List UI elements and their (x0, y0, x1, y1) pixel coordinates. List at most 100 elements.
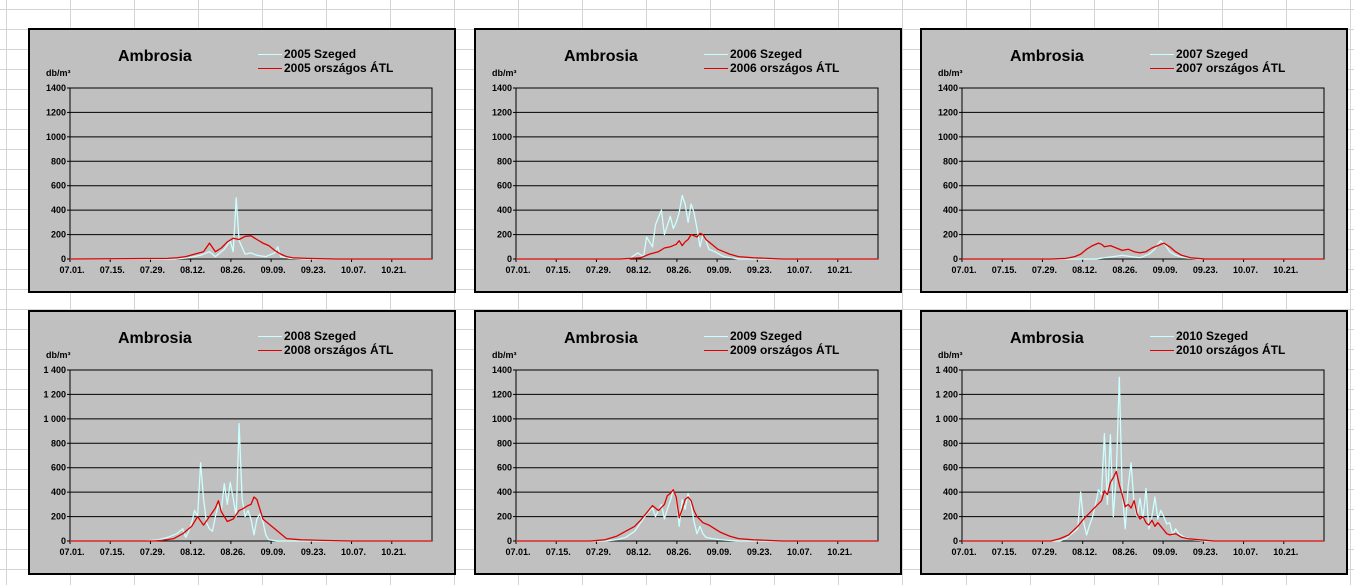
x-tick-label: 07.15. (100, 547, 125, 557)
y-tick-label: 200 (497, 512, 512, 522)
legend-label-orszagos: 2010 országos ÁTL (1176, 343, 1286, 357)
legend-item-orszagos: 2006 országos ÁTL (704, 61, 839, 75)
x-tick-label: 09.23. (747, 265, 772, 275)
y-tick-label: 0 (61, 536, 66, 546)
y-tick-label: 0 (61, 254, 66, 264)
y-tick-label: 800 (51, 156, 66, 166)
legend-swatch-szeged (1150, 53, 1174, 55)
x-tick-label: 10.07. (341, 265, 366, 275)
x-tick-label: 09.09. (707, 265, 732, 275)
plot-frame (69, 369, 433, 542)
x-tick-label: 09.09. (261, 265, 286, 275)
series-line-orszagos (69, 235, 432, 260)
x-tick-label: 08.12. (180, 265, 205, 275)
plot-area: 0 200 400 600 800 1000 1200 1400 07.01. 07.15. 07.… (46, 83, 433, 275)
x-tick-label: 08.12. (626, 265, 651, 275)
x-tick-label: 07.15. (100, 265, 125, 275)
legend: 2009 Szeged 2009 országos ÁTL (704, 329, 839, 357)
y-tick-label: 800 (51, 438, 66, 448)
legend-label-szeged: 2008 Szeged (284, 329, 357, 343)
x-tick-label: 08.26. (1112, 547, 1137, 557)
x-tick-label: 09.09. (1153, 547, 1178, 557)
x-tick-label: 07.29. (1032, 265, 1057, 275)
x-tick-label: 10.21. (827, 547, 852, 557)
x-tick-label: 10.07. (787, 265, 812, 275)
y-tick-label: 0 (953, 536, 958, 546)
x-tick-label: 10.21. (827, 265, 852, 275)
legend-label-orszagos: 2008 országos ÁTL (284, 343, 394, 357)
x-tick-label: 07.29. (140, 265, 165, 275)
x-tick-label: 09.23. (1193, 547, 1218, 557)
y-axis-unit: db/m³ (46, 350, 71, 360)
legend: 2008 Szeged 2008 országos ÁTL (258, 329, 393, 357)
x-tick-label: 09.23. (747, 547, 772, 557)
chart-title: Ambrosia (564, 330, 638, 347)
plot-frame (515, 87, 879, 260)
y-tick-label: 400 (51, 205, 66, 215)
legend-item-szeged: 2010 Szeged (1150, 329, 1285, 343)
x-tick-label: 09.23. (301, 547, 326, 557)
legend-label-szeged: 2010 Szeged (1176, 329, 1249, 343)
y-tick-label: 600 (943, 181, 958, 191)
y-tick-label: 1400 (938, 83, 958, 93)
legend-item-orszagos: 2007 országos ÁTL (1150, 61, 1285, 75)
y-tick-label: 600 (943, 463, 958, 473)
x-tick-label: 07.01. (951, 547, 976, 557)
y-tick-label: 1 400 (935, 365, 958, 375)
x-tick-label: 07.29. (586, 265, 611, 275)
x-tick-label: 08.12. (626, 547, 651, 557)
series-line-szeged (516, 194, 878, 260)
y-tick-label: 600 (51, 181, 66, 191)
legend-label-orszagos: 2005 országos ÁTL (284, 61, 394, 75)
y-tick-label: 0 (507, 536, 512, 546)
legend-label-orszagos: 2006 országos ÁTL (730, 61, 840, 75)
x-tick-label: 08.12. (1072, 547, 1097, 557)
x-tick-label: 08.12. (1072, 265, 1097, 275)
plot-area: 0 200 400 600 800 1000 1200 1400 07.01. 07.15. 07.… (492, 365, 879, 557)
legend-item-orszagos: 2009 országos ÁTL (704, 343, 839, 357)
legend-label-szeged: 2007 Szeged (1176, 47, 1249, 61)
series-line-orszagos (962, 470, 1324, 542)
y-tick-label: 200 (943, 512, 958, 522)
x-tick-label: 10.07. (1233, 265, 1258, 275)
x-tick-label: 10.21. (1273, 265, 1298, 275)
legend-item-szeged: 2009 Szeged (704, 329, 839, 343)
y-tick-label: 400 (497, 205, 512, 215)
y-tick-label: 1 000 (43, 414, 66, 424)
legend-swatch-szeged (704, 335, 728, 337)
y-axis-unit: db/m³ (492, 68, 517, 78)
legend-label-szeged: 2009 Szeged (730, 329, 803, 343)
chart-panel-2010: Ambrosia db/m³ 0 200 400 600 800 1 000 1 200 1 … (920, 310, 1348, 575)
legend-swatch-szeged (258, 335, 282, 337)
y-tick-label: 1 400 (43, 365, 66, 375)
legend-label-orszagos: 2007 országos ÁTL (1176, 61, 1286, 75)
x-tick-label: 09.09. (707, 547, 732, 557)
legend-swatch-szeged (704, 53, 728, 55)
series-line-orszagos (516, 232, 878, 260)
chart-panel-2007: Ambrosia db/m³ 0 200 400 600 800 1000 1200 1400… (920, 28, 1348, 293)
y-tick-label: 600 (51, 463, 66, 473)
legend-swatch-orszagos (258, 67, 282, 69)
chart-panel-2008: Ambrosia db/m³ 0 200 400 600 800 1 000 1 200 1 … (28, 310, 456, 575)
x-tick-label: 07.01. (505, 265, 530, 275)
x-tick-label: 07.15. (992, 547, 1017, 557)
legend-item-orszagos: 2010 országos ÁTL (1150, 343, 1285, 357)
x-tick-label: 07.15. (546, 265, 571, 275)
chart-panel-2006: Ambrosia db/m³ 0 200 400 600 800 1000 1200 1400… (474, 28, 902, 293)
y-tick-label: 800 (943, 156, 958, 166)
y-tick-label: 1000 (492, 414, 512, 424)
x-tick-label: 07.29. (1032, 547, 1057, 557)
plot-area: 0 200 400 600 800 1 000 1 200 1 400 07.01. 07.15.… (43, 365, 433, 557)
x-tick-label: 10.07. (787, 547, 812, 557)
x-tick-label: 08.26. (666, 547, 691, 557)
legend: 2006 Szeged 2006 országos ÁTL (704, 47, 839, 75)
y-tick-label: 200 (943, 230, 958, 240)
y-tick-label: 600 (497, 463, 512, 473)
x-tick-label: 10.07. (1233, 547, 1258, 557)
y-tick-label: 400 (943, 487, 958, 497)
x-tick-label: 07.29. (140, 547, 165, 557)
legend-swatch-orszagos (1150, 67, 1174, 69)
x-tick-label: 07.15. (992, 265, 1017, 275)
y-tick-label: 1400 (46, 83, 66, 93)
legend: 2010 Szeged 2010 országos ÁTL (1150, 329, 1285, 357)
